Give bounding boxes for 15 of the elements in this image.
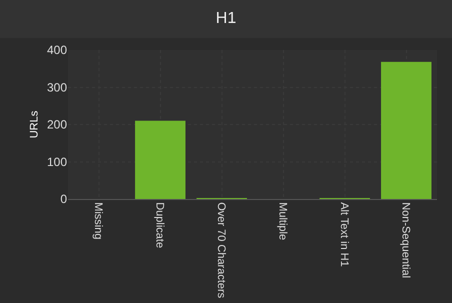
x-tick-label: Non-Sequential xyxy=(400,202,412,278)
bar xyxy=(135,120,186,199)
x-tick-label: Multiple xyxy=(276,202,289,240)
y-tick-label: 300 xyxy=(46,80,68,94)
x-tick-label: Duplicate xyxy=(154,202,166,248)
y-axis-title: URLs xyxy=(28,110,41,138)
y-tick-label: 400 xyxy=(46,43,68,58)
x-tick-label: Over 70 Characters xyxy=(215,202,228,299)
y-tick-label: 200 xyxy=(46,118,68,132)
x-tick-label: Alt Text in H1 xyxy=(338,202,350,267)
y-tick-label: 100 xyxy=(46,154,68,169)
x-tick-label: Missing xyxy=(92,202,104,240)
bar xyxy=(381,62,432,199)
chart-title: H1 xyxy=(0,0,452,38)
y-tick-label: 0 xyxy=(60,192,68,206)
